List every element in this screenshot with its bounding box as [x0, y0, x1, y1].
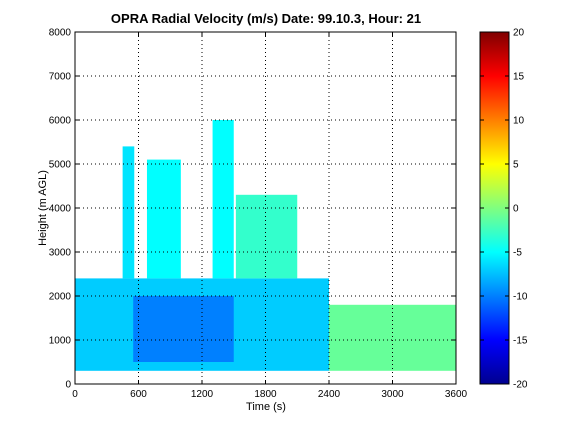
x-tick-label: 1200: [191, 389, 214, 400]
colorbar-tick-label: -15: [513, 336, 528, 347]
x-tick-label: 3000: [381, 389, 404, 400]
heat-cell: [329, 304, 456, 371]
colorbar-ticks: 20 15 10 5 0 -5 -10 -15 -20: [480, 28, 528, 391]
colorbar-tick-label: 10: [513, 116, 525, 127]
y-axis-label: Height (m AGL): [37, 170, 49, 246]
x-tick-label: 1800: [254, 389, 277, 400]
heat-cell: [146, 159, 181, 279]
x-axis-ticks: 0 600 1200 1800 2400 3000 3600: [72, 32, 468, 400]
y-tick-label: 1000: [49, 336, 72, 347]
colorbar-tick-label: 5: [513, 160, 519, 171]
colorbar-tick-label: -5: [513, 248, 522, 259]
y-tick-label: 5000: [49, 160, 72, 171]
y-tick-label: 7000: [49, 72, 72, 83]
y-tick-label: 3000: [49, 248, 72, 259]
heat-cell: [235, 194, 298, 279]
heat-cell: [212, 120, 234, 279]
y-axis-ticks: 0 1000 2000 3000 4000 5000 6000 7000 8000: [49, 28, 456, 391]
x-tick-label: 3600: [445, 389, 468, 400]
colorbar-tick-label: 20: [513, 28, 525, 39]
x-tick-label: 2400: [318, 389, 341, 400]
y-tick-label: 4000: [49, 204, 72, 215]
colorbar-tick-label: 15: [513, 72, 525, 83]
y-tick-label: 8000: [49, 28, 72, 39]
x-axis-label: Time (s): [246, 401, 286, 413]
heat-cell: [122, 146, 135, 279]
y-tick-label: 2000: [49, 292, 72, 303]
colorbar-tick-label: 0: [513, 204, 519, 215]
x-tick-label: 0: [72, 389, 78, 400]
heatmap-area: [75, 120, 456, 371]
chart-title: OPRA Radial Velocity (m/s) Date: 99.10.3…: [111, 11, 421, 26]
y-tick-label: 0: [65, 380, 71, 391]
colorbar: [479, 31, 510, 385]
x-tick-label: 600: [130, 389, 147, 400]
colorbar-tick-label: -10: [513, 292, 528, 303]
heat-cell: [133, 296, 234, 362]
grid-lines: [75, 32, 456, 384]
y-tick-label: 6000: [49, 116, 72, 127]
colorbar-tick-label: -20: [513, 380, 528, 391]
